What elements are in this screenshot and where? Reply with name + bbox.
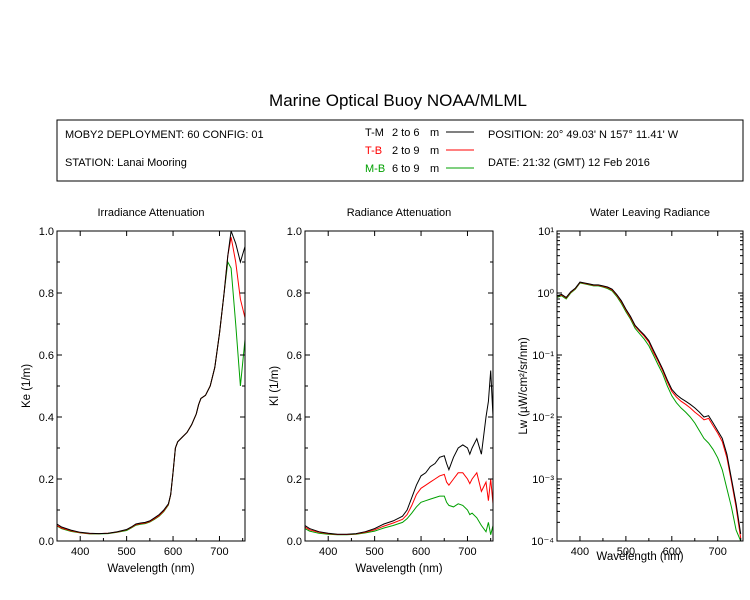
legend: T-M 2 to 6 m T-B 2 to 9 m M-B 6 to 9 m: [365, 127, 474, 175]
y-tick-label: 0.8: [39, 288, 54, 300]
y-tick-label: 1.0: [287, 226, 302, 238]
y-tick-label: 0.2: [287, 474, 302, 486]
x-tick-label: 600: [412, 546, 430, 558]
x-tick-label: 400: [571, 546, 589, 558]
legend-unit: m: [430, 145, 439, 157]
y-tick-label: 0.2: [39, 474, 54, 486]
deployment-text: MOBY2 DEPLOYMENT: 60 CONFIG: 01: [65, 129, 264, 141]
y-tick-label: 0.0: [287, 536, 302, 548]
legend-label-t-b: T-B: [365, 145, 382, 157]
plot-frame: [56, 230, 246, 542]
series-line-t-b: [305, 471, 493, 535]
y-tick-label: 10⁰: [537, 288, 554, 300]
y-axis-label: Ke (1/m): [21, 364, 33, 408]
panel-title: Water Leaving Radiance: [590, 207, 710, 219]
y-tick-label: 10¹: [538, 226, 554, 238]
x-axis-label: Wavelength (nm): [107, 563, 194, 575]
series-line-t-m: [557, 281, 742, 534]
series-line-t-m: [57, 231, 245, 535]
series-line-m-b: [305, 495, 493, 536]
x-tick-label: 400: [71, 546, 89, 558]
x-tick-label: 400: [319, 546, 337, 558]
series-group: [57, 231, 245, 535]
station-text: STATION: Lanai Mooring: [65, 157, 187, 169]
legend-unit: m: [430, 163, 439, 175]
y-tick-label: 10⁻³: [532, 474, 554, 486]
y-tick-label: 0.4: [287, 412, 302, 424]
legend-range: 2 to 9: [392, 145, 420, 157]
x-tick-label: 600: [663, 546, 681, 558]
legend-range: 2 to 6: [392, 127, 420, 139]
figure-title: Marine Optical Buoy NOAA/MLML: [269, 91, 527, 110]
y-tick-label: 0.8: [287, 288, 302, 300]
y-tick-label: 10⁻²: [532, 412, 554, 424]
x-tick-label: 600: [164, 546, 182, 558]
date-text: DATE: 21:32 (GMT) 12 Feb 2016: [488, 157, 650, 169]
y-axis-label: Kl (1/m): [269, 366, 281, 406]
x-axis-label: Wavelength (nm): [355, 563, 442, 575]
series-group: [557, 281, 742, 541]
x-tick-label: 700: [210, 546, 228, 558]
x-tick-label: 500: [365, 546, 383, 558]
series-line-t-b: [557, 281, 742, 539]
legend-range: 6 to 9: [392, 163, 420, 175]
water-leaving-radiance-plot: Water Leaving Radiance 400 500 600 700 10⁻⁴ 10…: [518, 207, 744, 563]
x-axis-label: Wavelength (nm): [596, 551, 683, 563]
x-tick-label: 500: [117, 546, 135, 558]
x-tick-label: 700: [709, 546, 727, 558]
y-tick-label: 0.6: [287, 350, 302, 362]
irradiance-attenuation-plot: Irradiance Attenuation 400 500 600 700 0.0 0.2…: [21, 207, 246, 575]
series-line-t-b: [57, 237, 245, 535]
y-tick-label: 0.6: [39, 350, 54, 362]
y-tick-label: 10⁻¹: [532, 350, 554, 362]
plot-frame: [304, 230, 494, 542]
legend-label-m-b: M-B: [365, 163, 385, 175]
panel-title: Irradiance Attenuation: [97, 207, 204, 219]
y-tick-label: 0.0: [39, 536, 54, 548]
legend-unit: m: [430, 127, 439, 139]
series-group: [305, 370, 493, 536]
y-tick-label: 10⁻⁴: [531, 536, 554, 548]
plot-frame: [556, 230, 744, 542]
info-box: [56, 119, 744, 182]
y-axis-label: Lw (µW/cm²/sr/nm): [518, 337, 530, 435]
series-line-m-b: [557, 282, 742, 541]
series-line-m-b: [57, 260, 245, 535]
x-tick-label: 700: [458, 546, 476, 558]
radiance-attenuation-plot: Radiance Attenuation 400 500 600 700 0.0 0.2 0.…: [269, 207, 494, 575]
y-tick-label: 0.4: [39, 412, 54, 424]
series-line-t-m: [305, 370, 493, 535]
panel-title: Radiance Attenuation: [347, 207, 452, 219]
x-tick-label: 500: [617, 546, 635, 558]
legend-label-t-m: T-M: [365, 127, 384, 139]
position-text: POSITION: 20° 49.03' N 157° 11.41' W: [488, 129, 679, 141]
y-tick-label: 1.0: [39, 226, 54, 238]
